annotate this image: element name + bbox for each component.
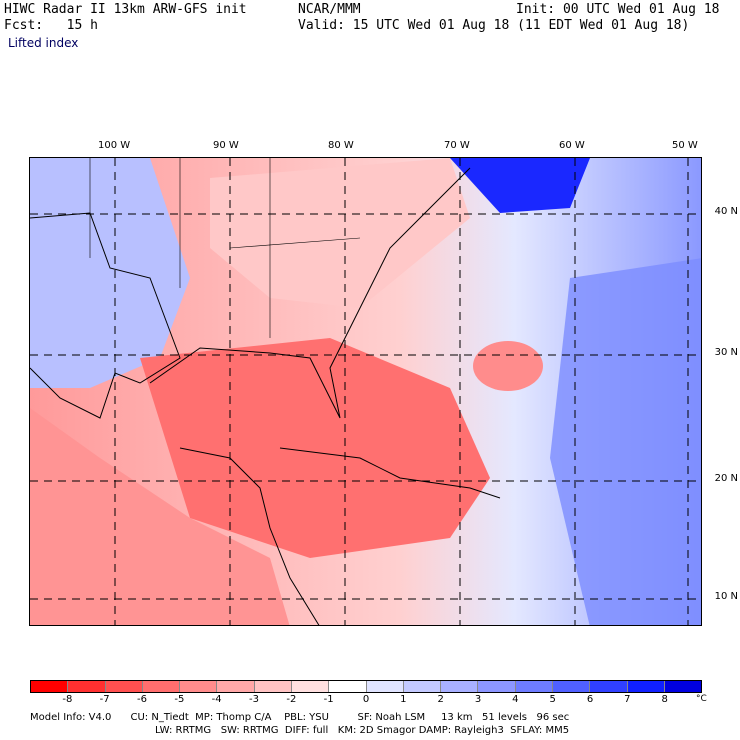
colorbar-tick-label: -7 <box>99 694 110 705</box>
lat-label: 30 N <box>714 347 738 358</box>
colorbar-unit: °C <box>696 694 707 704</box>
western-us-stable-region <box>30 158 190 388</box>
gulf-unstable-region <box>140 338 490 558</box>
colorbar-cell <box>366 681 404 692</box>
colorbar-tick-label: -4 <box>211 694 222 705</box>
colorbar-tick-label: 7 <box>624 694 631 705</box>
colorbar-tick-label: -8 <box>62 694 73 705</box>
colorbar-cell <box>217 681 255 692</box>
colorbar-cell <box>329 681 367 692</box>
colorbar-tick-label: 6 <box>586 694 594 705</box>
colorbar-cell <box>254 681 292 692</box>
colorbar-cell <box>552 681 591 692</box>
center-label: NCAR/MMM <box>298 2 361 17</box>
lat-label: 20 N <box>714 473 738 484</box>
map-canvas <box>30 158 701 625</box>
init-time: Init: 00 UTC Wed 01 Aug 18 <box>516 2 720 17</box>
atlantic-stable-region <box>550 258 701 625</box>
subtropical-low-region <box>473 341 543 391</box>
colorbar-cell <box>142 681 181 692</box>
colorbar <box>30 680 702 693</box>
eastern-us-region <box>210 158 470 308</box>
valid-time: Valid: 15 UTC Wed 01 Aug 18 (11 EDT Wed … <box>298 18 690 33</box>
lon-label: 60 W <box>559 140 585 151</box>
colorbar-tick-label: 0 <box>362 694 370 705</box>
coastline-greater-antilles <box>279 447 501 499</box>
mexico-unstable-region <box>30 408 290 625</box>
lon-label: 90 W <box>213 140 239 151</box>
forecast-map <box>29 157 702 626</box>
northern-stable-region <box>450 158 590 213</box>
colorbar-tick-label: -3 <box>249 694 259 705</box>
field-name: Lifted index <box>8 36 79 50</box>
coastline-west <box>30 212 181 419</box>
colorbar-tick-label: -1 <box>323 694 334 705</box>
colorbar-tick-label: 2 <box>437 694 444 705</box>
colorbar-cell <box>403 681 442 692</box>
graticule <box>30 158 701 625</box>
colorbar-tick-label: 8 <box>661 694 668 705</box>
coastline-central-america <box>179 447 320 625</box>
colorbar-tick-label: -2 <box>286 694 297 705</box>
colorbar-cell <box>180 681 218 692</box>
lon-label: 80 W <box>328 140 354 151</box>
colorbar-cell <box>664 681 702 692</box>
colorbar-tick-label: 4 <box>512 694 519 705</box>
colorbar-cell <box>590 681 628 692</box>
colorbar-cell <box>105 681 143 692</box>
colorbar-tick-label: 3 <box>474 694 482 705</box>
model-info-line2: LW: RRTMG SW: RRTMG DIFF: full KM: 2D Sm… <box>155 725 570 736</box>
lon-label: 50 W <box>672 140 698 151</box>
colorbar-cell <box>478 681 516 692</box>
colorbar-cell <box>627 681 665 692</box>
colorbar-tick-label: -5 <box>174 694 185 705</box>
colorbar-cell <box>291 681 330 692</box>
state-borders <box>89 158 361 338</box>
model-title: HIWC Radar II 13km ARW-GFS init <box>4 2 247 17</box>
colorbar-cell <box>441 681 479 692</box>
colorbar-cell <box>68 681 106 692</box>
forecast-hour: Fcst: 15 h <box>4 18 98 33</box>
lat-label: 10 N <box>714 591 738 602</box>
colorbar-cell <box>31 681 69 692</box>
model-info-line1: Model Info: V4.0 CU: N_Tiedt MP: Thomp C… <box>30 712 570 723</box>
lon-label: 100 W <box>98 140 131 151</box>
colorbar-tick-label: -6 <box>137 694 147 705</box>
colorbar-labels: -8 -7 -6 -5 -4 -3 -2 -1 0 1 2 3 4 5 6 7 8 <box>30 694 702 708</box>
lat-label: 40 N <box>714 206 738 217</box>
coastline-gulf-atlantic <box>149 167 471 419</box>
colorbar-tick-label: 1 <box>400 694 407 705</box>
colorbar-cell <box>515 681 553 692</box>
colorbar-tick-label: 5 <box>549 694 556 705</box>
lon-label: 70 W <box>444 140 470 151</box>
